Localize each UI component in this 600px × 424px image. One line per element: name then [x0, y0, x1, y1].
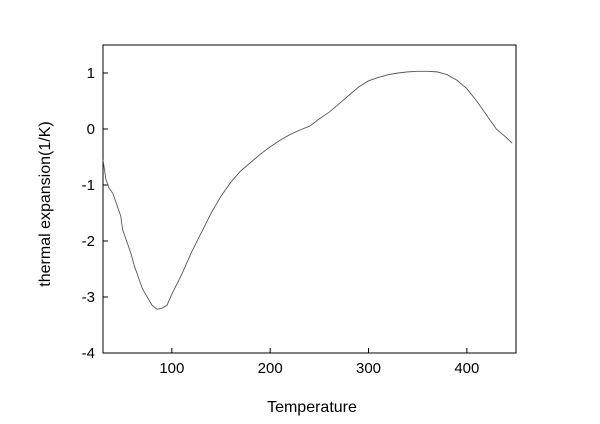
y-tick-label: -1 [82, 177, 95, 194]
series-line [102, 70, 513, 310]
x-axis-label: Temperature [267, 399, 357, 416]
ticks [103, 72, 468, 354]
y-axis-label: thermal expansion(1/K) [37, 121, 54, 286]
y-tick-label: 1 [87, 65, 95, 82]
y-tick-label: -3 [82, 289, 95, 306]
y-tick-label: 0 [87, 121, 95, 138]
x-tick-label: 400 [454, 360, 479, 377]
tick-labels: 100 200 300 400 -4 -3 -2 -1 0 1 [82, 65, 480, 377]
plot-frame [102, 44, 517, 354]
x-tick-label: 200 [258, 360, 283, 377]
x-tick-label: 100 [159, 360, 184, 377]
y-tick-label: -2 [82, 233, 95, 250]
y-tick-label: -4 [82, 345, 95, 362]
x-tick-label: 300 [356, 360, 381, 377]
